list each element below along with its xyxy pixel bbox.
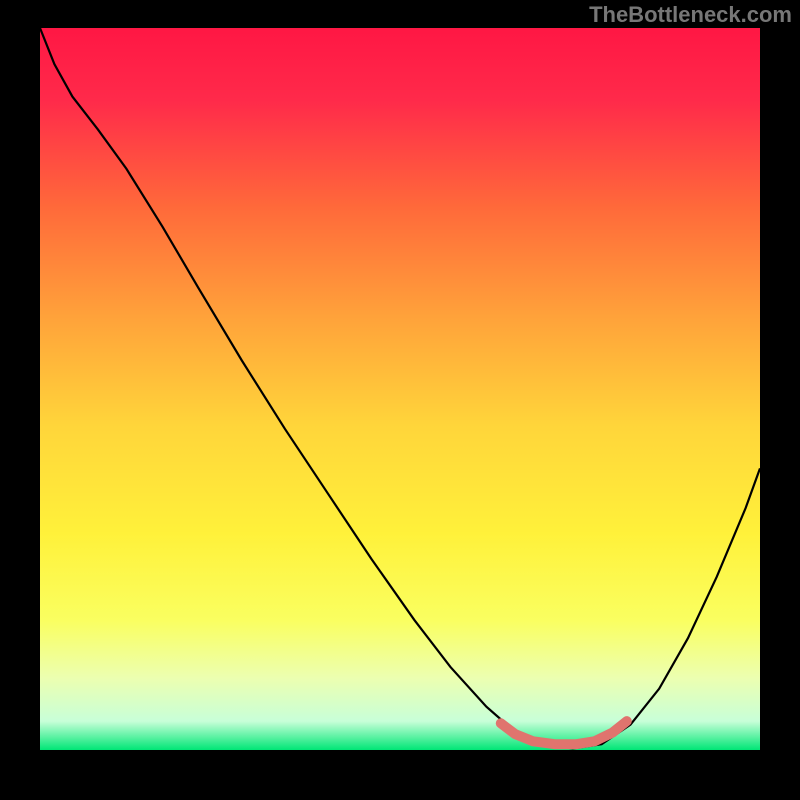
watermark-text: TheBottleneck.com [589, 2, 792, 28]
gradient-plot-area [40, 28, 760, 750]
bottleneck-chart [0, 0, 800, 800]
chart-container: TheBottleneck.com [0, 0, 800, 800]
